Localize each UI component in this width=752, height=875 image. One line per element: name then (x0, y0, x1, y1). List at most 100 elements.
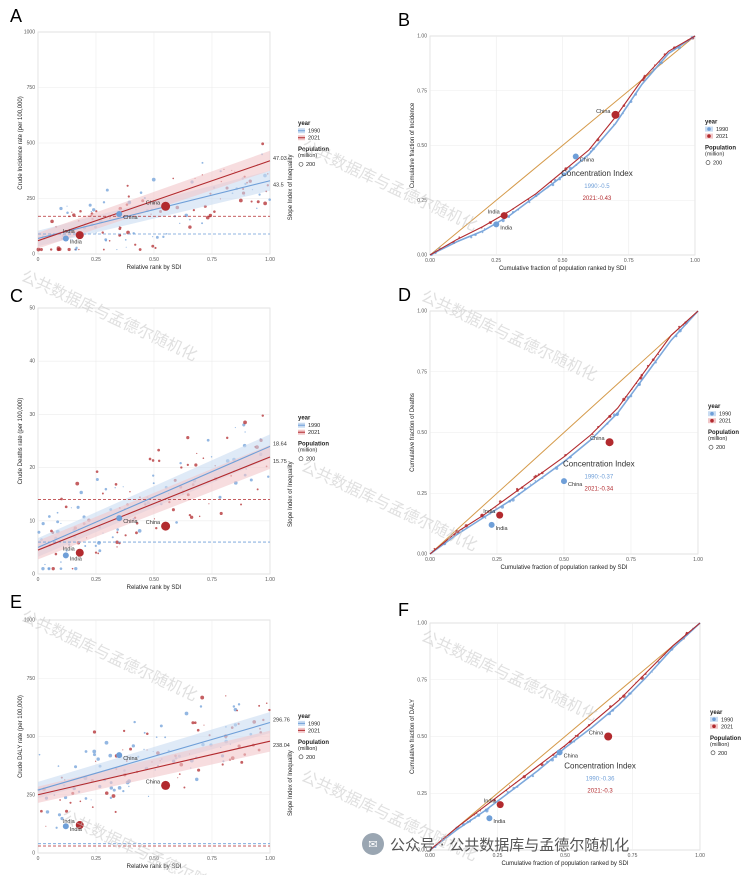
country-point (114, 483, 118, 486)
x-tick-label: 0.75 (626, 557, 636, 563)
fit-line-1990 (37, 180, 271, 239)
country-point (66, 205, 68, 207)
country-point (240, 760, 244, 764)
country-point (261, 414, 264, 417)
ci-title: Concentration Index (561, 169, 633, 178)
country-point (41, 522, 45, 526)
country-point (515, 487, 519, 491)
country-point (250, 200, 253, 203)
country-marker-china-1990 (116, 211, 123, 218)
y-axis-label: Crude Incidence rate (per 100,000) (18, 96, 24, 189)
country-point (57, 813, 62, 817)
legend-point-1990 (710, 411, 714, 416)
country-label: India (493, 819, 506, 825)
y-tick-label: 50 (29, 306, 35, 312)
country-point (148, 457, 152, 461)
legend-title: year (710, 710, 723, 716)
country-point (197, 768, 201, 772)
country-label: India (63, 547, 76, 553)
country-point (178, 773, 181, 775)
x-tick-label: 0.50 (149, 856, 159, 862)
country-label: China (580, 157, 595, 163)
country-point (71, 567, 74, 570)
country-point (40, 809, 43, 813)
legend-title: year (708, 404, 721, 410)
x-tick-label: 0.75 (207, 856, 217, 862)
country-point (213, 210, 216, 213)
country-point (90, 799, 92, 801)
x-tick-label: 0.50 (560, 853, 570, 859)
country-point (67, 247, 71, 252)
country-point (233, 707, 238, 712)
y-axis-label: Cumulative fraction of Deaths (410, 393, 416, 472)
country-point (484, 517, 487, 519)
legend-point-1990 (707, 127, 711, 131)
country-point (108, 239, 111, 242)
country-point (92, 730, 97, 734)
x-tick-label: 0.25 (491, 258, 501, 264)
country-point (225, 695, 227, 697)
y-tick-label: 0.75 (417, 88, 427, 94)
country-point (95, 760, 97, 762)
country-point (56, 520, 60, 524)
lorenz-curve-2021 (429, 622, 701, 851)
lorenz-curve-1990 (429, 35, 696, 256)
slope-label-1990: 296.76 (273, 718, 290, 724)
country-point (74, 249, 76, 251)
country-label: China (146, 200, 161, 206)
x-tick-label: 0.50 (559, 557, 569, 563)
x-tick-label: 0 (37, 257, 40, 263)
country-point (59, 799, 61, 801)
country-point (243, 420, 247, 425)
panel-letter: C (10, 286, 23, 306)
country-point (152, 236, 154, 238)
country-label: India (70, 827, 83, 833)
country-point (151, 459, 155, 462)
x-tick-label: 0.50 (149, 257, 159, 263)
country-point (179, 461, 182, 465)
country-marker-india-1990 (488, 521, 495, 528)
country-point (238, 198, 243, 203)
country-marker-china-2021 (605, 438, 614, 447)
country-marker-china-2021 (161, 780, 171, 790)
country-point (268, 708, 271, 712)
ci-value-2021: 2021:-0.43 (583, 196, 612, 202)
equality-line (429, 35, 696, 256)
country-point (102, 201, 106, 204)
slope-label-1990: 43.5 (273, 183, 284, 189)
country-point (218, 495, 222, 499)
country-point (143, 748, 145, 751)
legend-pop-title: Population (705, 146, 736, 152)
country-point (201, 222, 204, 225)
country-point (165, 232, 168, 235)
country-point (101, 231, 104, 234)
country-point (206, 438, 210, 442)
y-axis-label: Crude Deaths rate (per 100,000) (18, 398, 24, 485)
country-point (175, 521, 178, 524)
country-point (114, 487, 116, 489)
country-point (256, 200, 260, 204)
country-point (74, 765, 78, 769)
country-point (126, 230, 130, 235)
y-tick-label: 250 (27, 196, 36, 202)
country-point (97, 552, 100, 555)
country-point (96, 757, 100, 761)
y-tick-label: 0.50 (417, 143, 427, 149)
legend-pop-circle (298, 456, 304, 462)
country-point (116, 531, 119, 534)
country-label: India (488, 210, 501, 216)
country-marker-china-2021 (161, 201, 171, 211)
country-point (115, 540, 119, 544)
lorenz-curve-2021 (429, 310, 699, 555)
ci-title: Concentration Index (563, 460, 635, 469)
country-point (74, 567, 78, 571)
y-tick-label: 0 (32, 572, 35, 578)
legend-label-1990: 1990 (308, 721, 320, 727)
x-tick-label: 0.25 (91, 577, 101, 583)
y-axis-label: Crude DALY rate (per 100,000) (18, 695, 24, 778)
country-point (65, 809, 69, 813)
legend-pop-value: 200 (306, 162, 315, 168)
y-axis-label: Cumulative fraction of Incidence (410, 102, 416, 188)
ci-value-2021: 2021:-0.34 (584, 487, 613, 493)
